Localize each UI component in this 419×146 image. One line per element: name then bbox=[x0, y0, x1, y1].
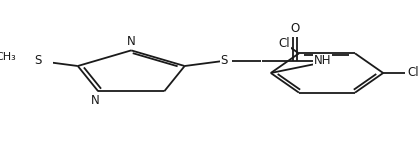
Text: CH₃: CH₃ bbox=[0, 52, 16, 61]
Text: O: O bbox=[290, 22, 300, 35]
Text: NH: NH bbox=[314, 54, 332, 67]
Text: Cl: Cl bbox=[407, 66, 419, 80]
Text: N: N bbox=[91, 94, 100, 107]
Text: N: N bbox=[127, 35, 136, 48]
Text: S: S bbox=[221, 54, 228, 67]
Text: Cl: Cl bbox=[278, 36, 290, 49]
Text: S: S bbox=[34, 54, 42, 67]
